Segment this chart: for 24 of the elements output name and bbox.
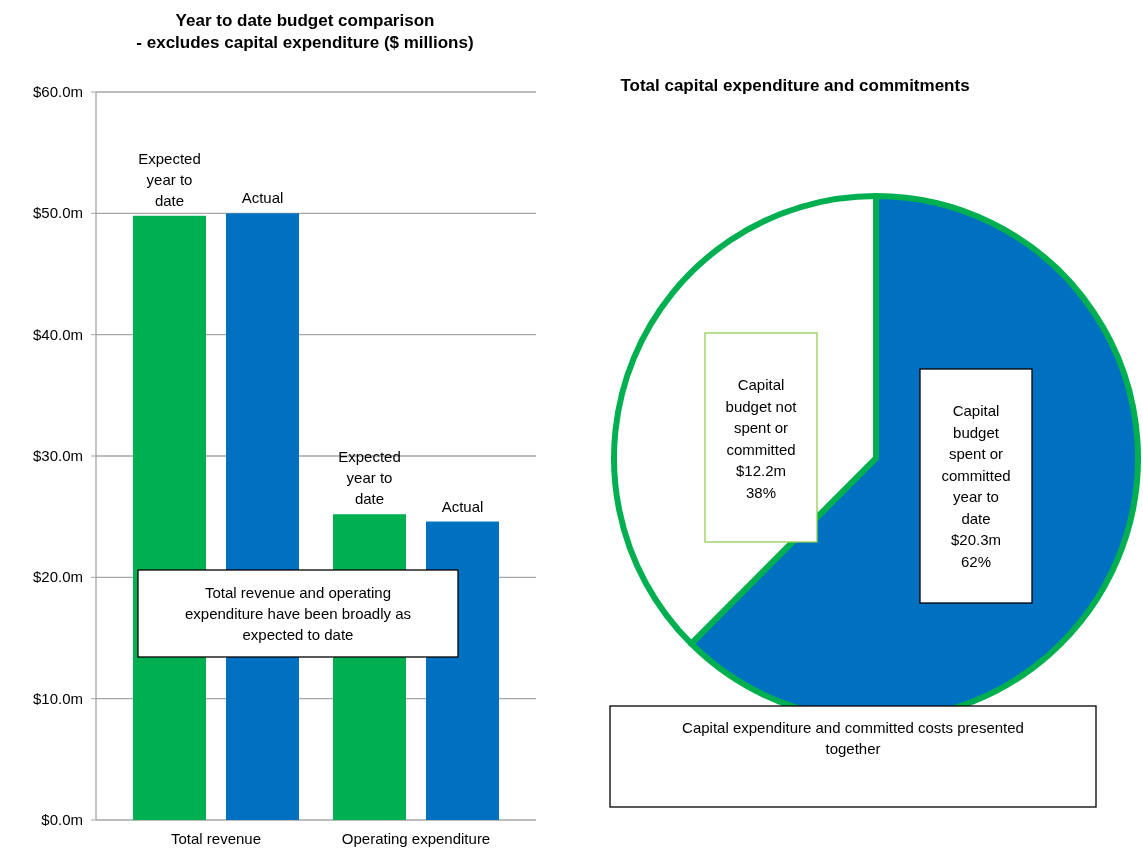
text: 62% bbox=[960, 552, 992, 570]
y-tick-label: $20.0m bbox=[32, 568, 83, 586]
chart-title: Year to date budget comparison - excludes capital expenditure ($ millions) bbox=[136, 11, 474, 52]
slice-label: Capital budget not spent or committed bbox=[725, 376, 798, 458]
text-box: Total revenue and operating expenditure have been broadly as expected to date bbox=[137, 569, 459, 658]
y-tick-label: $40.0m bbox=[32, 325, 83, 343]
y-tick-label: $50.0m bbox=[32, 204, 83, 222]
y-tick-label: $0.0m bbox=[41, 811, 83, 828]
text: 38% bbox=[745, 483, 777, 501]
x-tick-label: Total revenue bbox=[170, 830, 262, 847]
y-tick-label: $30.0m bbox=[32, 447, 83, 464]
data-label: $20.3m bbox=[950, 531, 1002, 548]
y-tick-label: $10.0m bbox=[32, 689, 83, 707]
chart-title: Total capital expenditure and commitments bbox=[620, 76, 970, 95]
y-tick-label: $60.0m bbox=[32, 83, 83, 100]
text-box: Capital expenditure and committed costs presented together bbox=[609, 705, 1097, 808]
annotation: Total revenue and operating expenditure have been broadly as expected to date bbox=[185, 584, 411, 643]
series-label: Expected year to date bbox=[138, 149, 201, 209]
data-label: $12.2m bbox=[735, 462, 787, 479]
annotation: Expected year to date bbox=[338, 448, 401, 508]
slice-label: Capital budget spent or committed year to date bbox=[941, 402, 1011, 527]
annotation: Actual bbox=[441, 497, 484, 515]
x-tick-label: Operating expenditure bbox=[341, 830, 491, 847]
series-label: Actual bbox=[241, 189, 284, 207]
